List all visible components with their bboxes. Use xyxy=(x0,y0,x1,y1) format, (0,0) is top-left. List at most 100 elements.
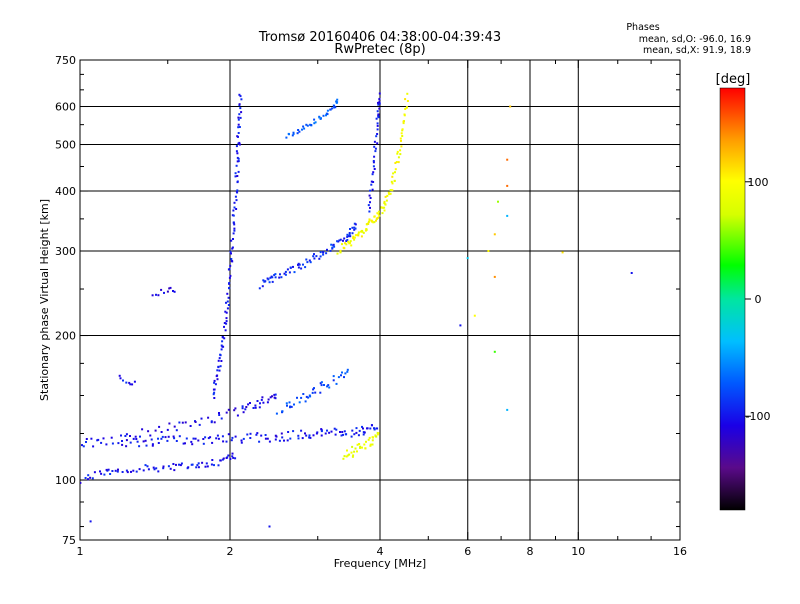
data-point xyxy=(369,443,372,446)
data-point xyxy=(347,235,350,238)
data-point xyxy=(180,462,183,465)
data-point xyxy=(330,243,333,246)
data-point xyxy=(107,468,110,471)
data-point xyxy=(313,118,316,121)
data-point xyxy=(370,183,373,186)
data-point xyxy=(236,414,239,417)
data-point xyxy=(473,314,476,317)
data-point xyxy=(314,121,317,124)
data-point xyxy=(506,158,509,161)
data-point xyxy=(221,345,224,348)
data-point xyxy=(339,249,342,252)
data-point xyxy=(339,431,341,433)
data-point xyxy=(346,239,349,241)
data-point xyxy=(210,463,213,466)
data-point xyxy=(164,436,167,439)
data-point xyxy=(402,120,405,123)
data-point xyxy=(345,243,348,246)
data-point xyxy=(303,127,306,130)
data-point xyxy=(358,429,361,432)
data-point xyxy=(229,250,232,253)
data-point xyxy=(122,379,124,382)
data-point xyxy=(225,457,228,459)
data-point xyxy=(117,442,120,445)
data-point xyxy=(126,471,129,474)
data-point xyxy=(369,444,372,447)
data-point xyxy=(326,429,328,432)
data-point xyxy=(331,107,334,110)
data-point xyxy=(103,473,106,476)
data-point xyxy=(342,239,344,242)
data-point xyxy=(297,129,300,131)
data-point xyxy=(246,433,249,436)
data-point xyxy=(369,206,371,209)
data-point xyxy=(258,406,261,409)
data-point xyxy=(352,454,355,457)
data-point xyxy=(346,449,348,452)
data-point xyxy=(173,425,176,428)
data-point xyxy=(296,132,299,135)
data-point xyxy=(313,122,316,125)
data-point xyxy=(121,440,123,442)
data-point xyxy=(403,113,406,116)
data-point xyxy=(236,156,239,159)
data-point xyxy=(372,165,375,168)
data-point xyxy=(245,406,248,408)
data-point xyxy=(100,441,103,444)
data-point xyxy=(232,221,235,224)
data-point xyxy=(350,244,353,247)
data-point xyxy=(381,212,384,215)
data-point xyxy=(168,287,171,290)
data-point xyxy=(376,124,379,127)
data-point xyxy=(298,401,301,404)
data-point xyxy=(328,431,331,434)
data-point xyxy=(227,296,230,299)
data-point xyxy=(153,468,156,471)
data-point xyxy=(373,140,376,143)
data-point xyxy=(175,440,178,442)
data-point xyxy=(214,383,217,386)
data-point xyxy=(226,292,229,295)
data-point xyxy=(356,450,358,453)
data-point xyxy=(135,470,138,473)
data-point xyxy=(286,404,288,407)
data-point xyxy=(389,192,392,195)
data-point xyxy=(346,368,349,371)
data-point xyxy=(383,206,386,209)
data-point xyxy=(238,126,241,128)
data-point xyxy=(230,239,233,242)
data-point xyxy=(233,409,236,412)
data-point xyxy=(353,238,356,241)
data-point xyxy=(326,113,329,116)
data-point xyxy=(206,465,209,468)
data-point xyxy=(110,436,113,439)
data-point xyxy=(349,235,352,238)
data-point xyxy=(320,384,323,387)
data-point xyxy=(283,272,286,275)
data-point xyxy=(134,435,137,438)
data-point xyxy=(365,440,367,443)
data-point xyxy=(376,122,379,125)
data-point xyxy=(368,218,371,221)
data-point xyxy=(289,437,292,440)
data-point xyxy=(404,98,407,101)
data-point xyxy=(339,251,342,254)
data-point xyxy=(242,411,245,414)
data-point xyxy=(391,175,394,178)
data-point xyxy=(240,441,243,444)
data-point xyxy=(80,481,82,484)
data-point xyxy=(372,160,375,162)
data-point xyxy=(225,301,227,304)
data-point xyxy=(351,455,354,458)
data-point xyxy=(344,242,347,245)
data-point xyxy=(129,441,132,444)
data-point xyxy=(266,401,269,404)
data-point xyxy=(297,263,299,266)
data-point xyxy=(369,197,372,199)
data-point xyxy=(223,337,226,340)
data-point xyxy=(344,372,347,375)
data-point xyxy=(273,396,276,399)
data-point xyxy=(373,428,376,431)
data-point xyxy=(192,437,195,440)
data-point xyxy=(252,407,255,409)
